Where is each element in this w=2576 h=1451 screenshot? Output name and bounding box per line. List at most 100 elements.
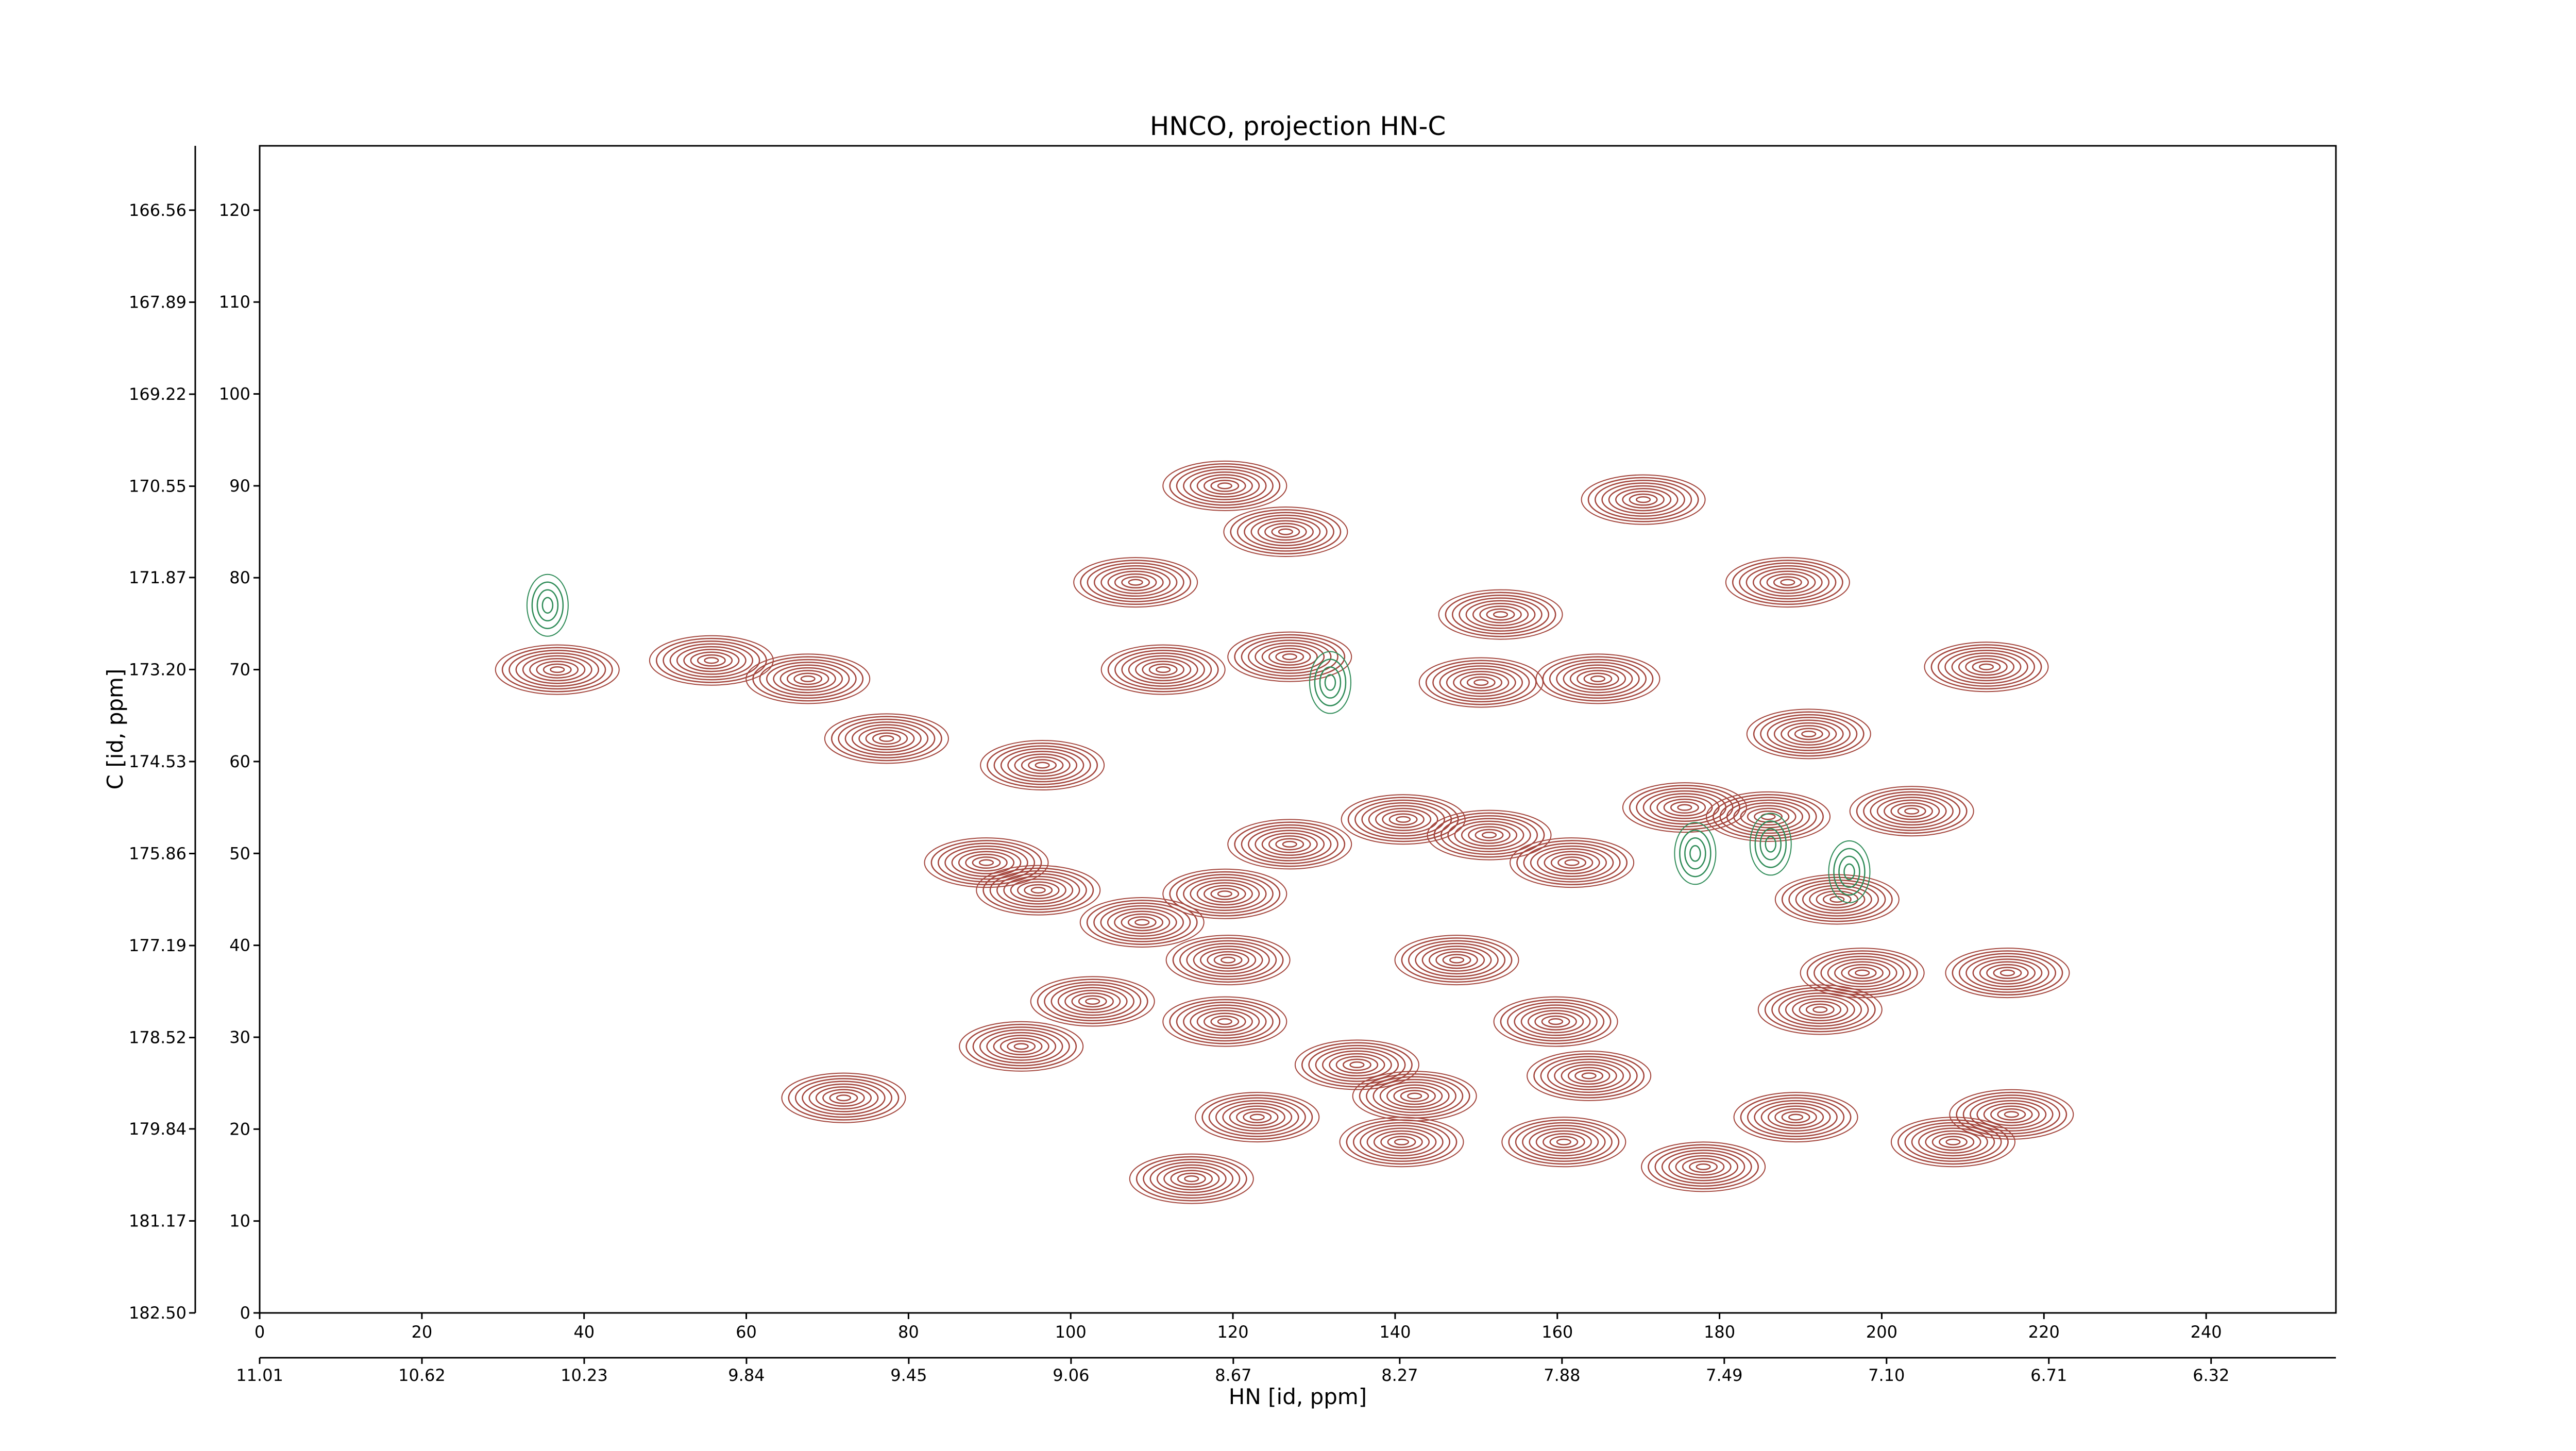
peak-contour (1446, 668, 1516, 697)
peak-contour (829, 1091, 858, 1104)
x2-tick-label: 9.06 (1053, 1365, 1089, 1385)
peak-contour (1248, 639, 1332, 674)
peak-contour (676, 646, 747, 675)
peak-contour (1986, 964, 2029, 982)
peak-contour (1890, 802, 1933, 820)
peak-contour (1740, 805, 1797, 829)
y2-tick-label: 171.87 (129, 568, 187, 587)
peak-contour (1162, 996, 1287, 1047)
peak-contour (1217, 890, 1232, 898)
peak-contour (1541, 1015, 1570, 1028)
peak-contour (1440, 815, 1538, 855)
peak-contour (989, 870, 1087, 910)
peak-contour (1976, 1100, 2047, 1129)
peak-contour (1114, 910, 1171, 934)
peak-contour (1236, 512, 1334, 552)
peak-contour (1581, 1072, 1597, 1079)
peak-contour (1250, 517, 1321, 546)
peak-contour (1261, 832, 1318, 856)
peak-contour (1547, 1058, 1631, 1093)
peak-contour (1408, 940, 1506, 980)
negative-peak-contour (1843, 863, 1855, 881)
peak-contour (1972, 661, 2001, 673)
x2-tick-label: 10.23 (561, 1365, 608, 1385)
peak-contour (1949, 1089, 2074, 1140)
negative-peak-contour (1765, 836, 1777, 853)
negative-peak-contour (1679, 830, 1711, 878)
peak-contour (1746, 708, 1871, 760)
peak-contour (851, 724, 922, 753)
peak-contour (1834, 961, 1891, 985)
peak-contour (1017, 881, 1060, 899)
peak-contour (1366, 1076, 1464, 1116)
peak-contour (1924, 642, 2049, 693)
peak-contour (1375, 807, 1432, 831)
peak-contour (1134, 919, 1150, 926)
peak-contour (1037, 978, 1148, 1024)
peak-contour (1944, 649, 2028, 684)
peak-contour (1438, 589, 1563, 640)
peak-contour (865, 730, 908, 748)
peak-contour (1071, 992, 1114, 1010)
peak-contour (1931, 1133, 1975, 1151)
peak-contour (1210, 887, 1240, 900)
peak-contour (1567, 1067, 1611, 1085)
peak-contour (1208, 1097, 1306, 1137)
peak-contour (1965, 657, 2008, 676)
peak-contour (1329, 1053, 1385, 1077)
peak-contour (1190, 471, 1260, 500)
peak-contour (1733, 1092, 1858, 1143)
peak-contour (1581, 474, 1706, 525)
peak-contour (1396, 816, 1411, 823)
peak-contour (1759, 570, 1816, 594)
peak-contour (1563, 664, 1633, 694)
peak-contour (1473, 679, 1489, 686)
peak-contour (1816, 890, 1859, 908)
peak-contour (649, 635, 774, 686)
peak-contour (1757, 984, 1883, 1035)
peak-contour (1766, 573, 1809, 592)
peak-contour (1163, 1167, 1220, 1191)
y2-tick-label: 167.89 (129, 292, 187, 312)
peak-contour (1937, 647, 2036, 687)
y2-tick-label: 177.19 (129, 936, 187, 955)
x-axis-label: HN [id, ppm] (1229, 1384, 1367, 1409)
peak-contour (1493, 611, 1509, 618)
peak-contour (1261, 645, 1318, 669)
peak-contour (1795, 882, 1879, 917)
peak-contour (1352, 1122, 1451, 1162)
peak-contour (1100, 568, 1171, 597)
peak-contour (1583, 672, 1613, 685)
peak-contour (808, 1083, 879, 1112)
peak-contour (1958, 655, 2015, 679)
peak-contour (1799, 1001, 1842, 1019)
peak-contour (1223, 507, 1348, 558)
peak-contour (1447, 818, 1531, 852)
peak-contour (1564, 859, 1580, 866)
peak-contour (1275, 650, 1304, 663)
peak-contour (1530, 845, 1614, 880)
peak-contour (1726, 799, 1810, 834)
peak-contour (1956, 1091, 2067, 1137)
peak-contour (1388, 813, 1418, 826)
peak-contour (1449, 956, 1465, 964)
peak-contour (980, 740, 1105, 791)
peak-contour (1080, 560, 1192, 605)
peak-contour (1179, 940, 1277, 980)
peak-contour (1387, 1136, 1416, 1149)
peak-contour (1335, 1056, 1379, 1074)
peak-contour (1394, 935, 1519, 986)
plot-frame (259, 145, 2337, 1314)
peak-contour (1425, 660, 1537, 705)
peak-contour (1264, 522, 1307, 541)
peak-contour (1028, 759, 1057, 771)
peak-contour (1439, 665, 1523, 700)
peak-contour (924, 837, 1049, 888)
peak-contour (1382, 811, 1425, 829)
peak-contour (1785, 995, 1855, 1024)
x-tick-label: 240 (2191, 1322, 2222, 1342)
peak-contour (1528, 1010, 1584, 1034)
peak-contour (1257, 520, 1314, 544)
y-tick-label: 120 (219, 200, 250, 220)
peak-contour (1322, 1050, 1392, 1079)
